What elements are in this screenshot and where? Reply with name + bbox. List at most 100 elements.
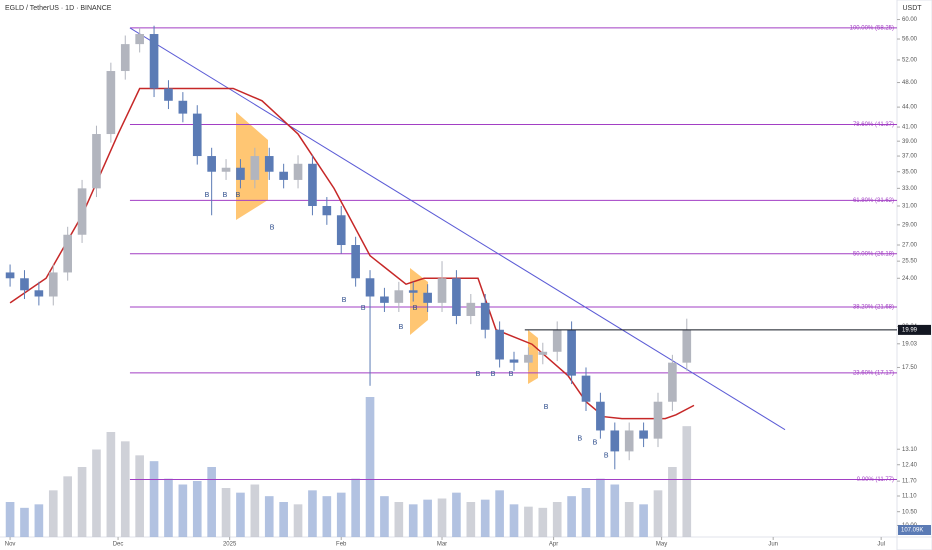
candle-body [408,290,418,293]
volume-bar [149,461,159,537]
volume-bar [581,488,591,537]
candle-body [452,278,461,316]
candle-body [236,167,245,180]
volume-bar [63,476,72,537]
y-tick-label: 25.50 [902,259,918,265]
volume-bar [408,504,418,537]
y-tick-label: 33.00 [902,186,918,192]
candle-body [336,215,346,246]
candle-body [466,302,476,316]
candle-body [250,156,260,180]
candle-body [264,156,274,172]
volume-bar [524,506,533,537]
signal-label: B [604,453,609,460]
volume-bar [5,502,15,537]
x-tick-label: Jun [768,542,778,548]
volume-bar [437,498,447,537]
fib-label: 23.60% (17.17) [853,370,894,376]
signal-label: B [205,192,210,199]
fib-label: 61.80% (31.62) [853,198,894,204]
candle-body [164,88,173,101]
volume-bar [92,449,101,537]
x-tick-label: Dec [113,542,124,548]
y-tick-label: 24.00 [902,276,918,282]
y-tick-label: 44.00 [902,105,918,111]
candle-body [380,296,389,303]
volume-bar [552,502,562,537]
x-tick-label: Feb [336,542,347,548]
candle-body [5,272,15,279]
candle-body [120,44,130,72]
volume-bar [293,504,303,537]
volume-bar [365,397,375,537]
candle-body [653,401,663,439]
volume-bar [106,432,116,537]
candle-body [437,278,447,303]
x-tick-label: Jul [877,542,885,548]
y-tick-label: 31.00 [902,204,918,210]
fib-label: 50.00% (26.18) [853,251,894,257]
signal-label: B [342,297,347,304]
candle-body [639,430,648,439]
volume-bar [653,490,663,537]
volume-bar [236,492,245,537]
signal-label: B [578,435,583,442]
last-price-tag [898,324,931,335]
y-tick-label: 19.03 [902,341,918,347]
volume-bar [178,484,188,537]
y-tick-label: 37.00 [902,154,918,160]
candle-body [322,206,332,216]
axis-unit: USDT [902,5,922,12]
candle-body [596,401,605,431]
candle-body [524,354,533,363]
candle-body [351,245,360,279]
volume-bar [380,496,389,537]
volume-bar [624,502,634,537]
signal-label: B [593,440,598,447]
y-tick-label: 56.00 [902,37,918,43]
candle-body [495,329,504,360]
volume-bar [20,507,29,537]
y-tick-label: 11.70 [902,479,917,485]
volume-bar [34,504,44,537]
supertrend-line [9,87,695,420]
fib-label: 100.00% (58.25) [850,25,894,31]
x-tick-label: 2025 [223,542,237,548]
fib-label: 0.00% (11.77) [857,477,894,483]
volume-bar [336,492,346,537]
candle-body [106,71,116,135]
price-axis [896,0,932,550]
volume-bar [48,490,58,537]
y-tick-label: 39.00 [902,139,918,145]
y-tick-label: 48.00 [902,80,918,86]
volume-bar [279,502,288,537]
signal-label: B [476,371,481,378]
volume-bar [250,484,260,537]
fib-label: 78.60% (41.37) [853,122,894,128]
volume-bar [682,426,692,537]
volume-bar [610,484,620,537]
signal-label: B [236,192,241,199]
volume-bar [322,496,332,537]
volume-bar [495,490,504,537]
volume-bar [668,467,677,537]
signal-label: B [491,371,496,378]
candle-body [538,351,548,355]
y-tick-label: 11.10 [902,494,917,500]
candle-body [92,134,101,189]
candle-body [63,234,72,273]
volume-bar [538,507,548,537]
volume-bar [135,455,144,537]
x-tick-label: May [656,542,667,548]
candle-body [20,278,29,291]
candle-body [365,278,375,297]
candle-body [423,292,432,303]
volume-label: 107.09K [901,528,923,534]
candle-body [149,34,159,89]
candle-body [624,430,634,452]
volume-bar [120,441,130,537]
volume-bar [264,496,274,537]
x-tick-label: Apr [549,542,558,548]
candle-body [610,430,620,452]
